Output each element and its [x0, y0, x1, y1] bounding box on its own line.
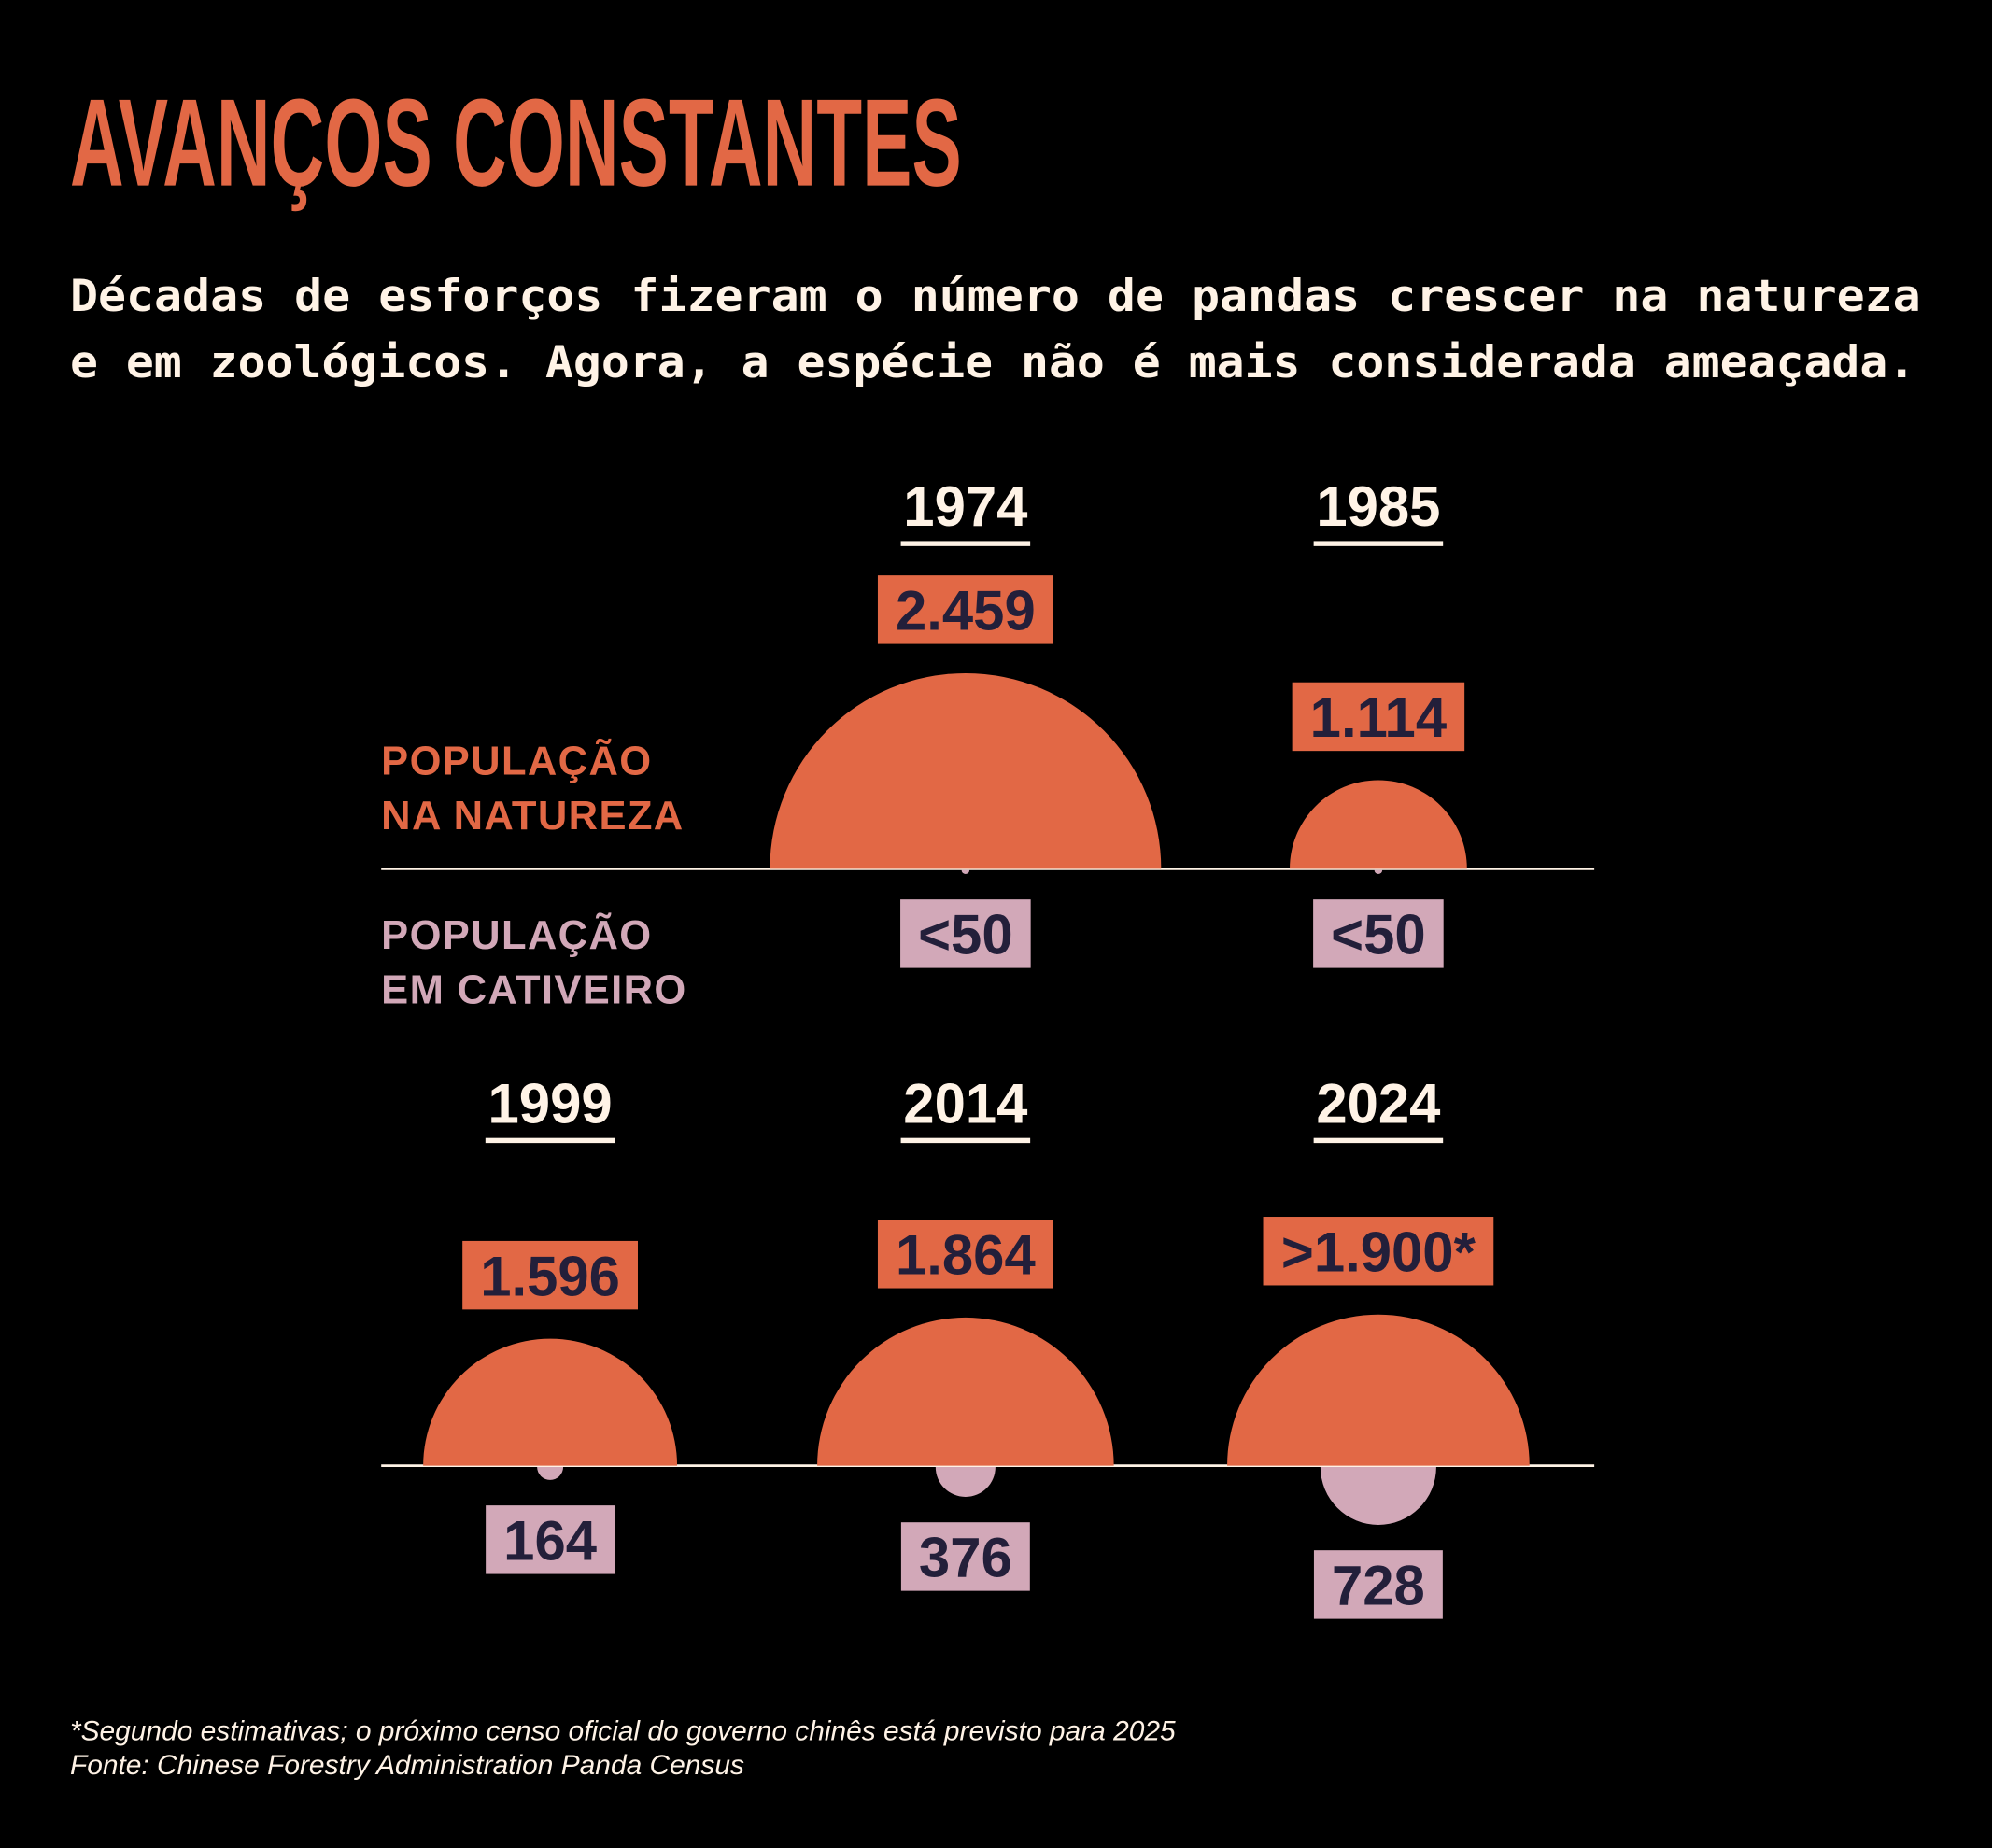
captive-value-2024-box [1313, 1550, 1443, 1619]
year-label-1974: 1974 [903, 475, 1027, 538]
year-underline-1974 [900, 541, 1031, 546]
wild-value-1974-box [877, 575, 1053, 644]
year-label-2024: 2024 [1316, 1072, 1440, 1135]
captive-value-1985-label: <50 [1331, 904, 1425, 966]
year-underline-2024 [1313, 1137, 1444, 1144]
captive-value-1974-label: <50 [918, 904, 1013, 966]
captive-semicircle-2024 [1320, 1466, 1436, 1525]
year-underline-1985 [1313, 541, 1444, 546]
wild-value-1974-label: 2.459 [896, 580, 1036, 642]
year-label-2014: 2014 [903, 1072, 1027, 1135]
wild-value-1985-box [1292, 682, 1465, 752]
source: Fonte: Chinese Forestry Administration P… [70, 1750, 744, 1781]
captive-value-2014-label: 376 [919, 1527, 1012, 1589]
title: AVANÇOS CONSTANTES [70, 74, 962, 213]
captive-semicircle-2014 [935, 1466, 996, 1497]
legend-captive-line-2: EM CATIVEIRO [381, 968, 686, 1013]
year-underline-1999 [485, 1137, 615, 1144]
wild-value-2014-label: 1.864 [896, 1224, 1036, 1287]
wild-value-2024-box [1263, 1217, 1494, 1286]
year-label-1999: 1999 [488, 1072, 613, 1135]
captive-value-2024-label: 728 [1332, 1555, 1425, 1617]
legend-captive-line-1: POPULAÇÃO [381, 911, 652, 958]
wild-value-1999-label: 1.596 [480, 1245, 620, 1307]
captive-value-1999-box [486, 1505, 615, 1574]
footnote: *Segundo estimativas; o próximo censo of… [70, 1715, 1176, 1746]
wild-semicircle-2014 [817, 1317, 1114, 1466]
legend-wild-line-1: POPULAÇÃO [381, 738, 652, 784]
subtitle-line-2: e em zoológicos. Agora, a espécie não é … [70, 337, 1915, 388]
captive-value-2014-box [900, 1522, 1030, 1591]
captive-semicircle-1999 [537, 1466, 564, 1480]
wild-semicircle-1985 [1290, 780, 1467, 869]
captive-value-1974-box [900, 899, 1031, 968]
captive-semicircle-1974 [961, 869, 970, 874]
wild-value-1985-label: 1.114 [1310, 686, 1447, 749]
captive-semicircle-1985 [1374, 869, 1383, 874]
wild-value-1999-box [462, 1240, 638, 1310]
wild-semicircle-1999 [423, 1338, 678, 1466]
wild-semicircle-1974 [770, 672, 1162, 869]
year-label-1985: 1985 [1316, 475, 1440, 538]
subtitle-line-1: Décadas de esforços fizeram o número de … [70, 271, 1921, 322]
legend-wild-line-2: NA NATUREZA [381, 794, 684, 839]
wild-semicircle-2024 [1227, 1314, 1530, 1466]
wild-value-2024-label: >1.900* [1281, 1221, 1476, 1284]
captive-value-1985-box [1313, 899, 1444, 968]
year-underline-2014 [900, 1137, 1031, 1144]
captive-value-1999-label: 164 [503, 1510, 597, 1573]
wild-value-2014-box [877, 1220, 1053, 1289]
